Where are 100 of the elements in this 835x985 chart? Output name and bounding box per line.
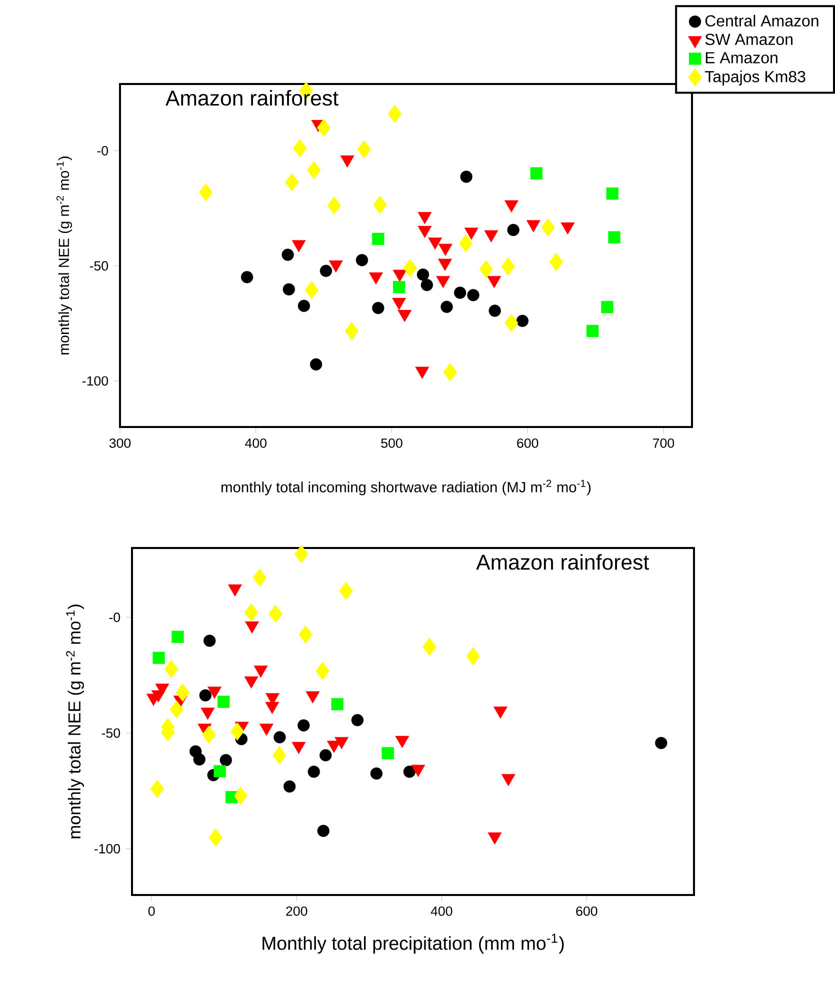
point <box>304 280 319 300</box>
legend-label: SW Amazon <box>705 34 792 46</box>
point <box>460 170 472 183</box>
point <box>530 167 543 180</box>
point <box>392 280 406 294</box>
y-tick-label: -0 <box>109 612 120 622</box>
y-tick-label: -0 <box>97 146 108 156</box>
x-tick-label: 500 <box>381 438 402 448</box>
point <box>420 278 433 292</box>
y-axis-title: monthly total NEE (g m$^{-2}$ mo$^{-1}$) <box>66 604 84 838</box>
point <box>268 604 282 624</box>
x-tick-label: 400 <box>430 906 452 916</box>
x-tick-label: 200 <box>286 906 308 916</box>
point <box>422 638 436 656</box>
point <box>150 780 164 798</box>
point <box>234 786 248 805</box>
point <box>467 289 480 302</box>
point <box>586 324 599 338</box>
point <box>372 302 384 314</box>
point <box>454 286 466 299</box>
x-axis-title: Monthly total precipitation (mm mo$^{-1}$) <box>262 934 564 954</box>
point <box>199 689 212 702</box>
point <box>283 780 296 793</box>
legend-label: E Amazon <box>706 52 778 64</box>
point <box>298 625 312 644</box>
point <box>416 268 430 281</box>
point <box>459 234 473 252</box>
chart-title: Amazon rainforest <box>166 90 338 106</box>
point <box>282 283 295 296</box>
point <box>403 259 417 278</box>
point <box>388 104 402 124</box>
point <box>244 603 258 622</box>
point <box>344 322 358 340</box>
legend-label: Central Amazon <box>705 14 818 27</box>
point <box>293 139 307 158</box>
point <box>466 647 480 666</box>
point <box>501 257 515 276</box>
y-tick-label: -100 <box>82 376 108 386</box>
point <box>316 118 331 137</box>
legend-label: Tapajos Km83 <box>704 70 806 86</box>
point <box>339 582 353 600</box>
point <box>320 264 332 277</box>
point <box>298 300 310 312</box>
point <box>488 304 501 317</box>
point <box>310 358 322 370</box>
point <box>443 363 457 382</box>
point <box>220 754 232 766</box>
point <box>172 630 184 643</box>
point <box>606 187 618 200</box>
point <box>218 696 230 708</box>
point <box>307 161 321 180</box>
point <box>282 248 294 261</box>
x-tick-label: 600 <box>517 438 538 448</box>
point <box>285 173 299 192</box>
y-tick-label: -100 <box>94 844 120 854</box>
point <box>317 824 330 837</box>
point <box>601 300 614 314</box>
point <box>199 183 213 202</box>
point <box>193 753 206 766</box>
point <box>608 231 620 244</box>
point <box>230 722 244 741</box>
point <box>351 714 364 726</box>
point <box>356 254 368 266</box>
x-tick-label: 700 <box>653 438 674 448</box>
point <box>208 828 223 847</box>
point <box>382 747 394 760</box>
x-tick-label: 600 <box>576 906 598 916</box>
y-axis-title: monthly total NEE (g m$^{-2}$ mo$^{-1}$) <box>56 156 72 354</box>
point <box>164 660 178 678</box>
point <box>170 700 184 719</box>
point <box>272 746 286 764</box>
point <box>176 683 190 702</box>
point <box>298 719 310 732</box>
point <box>214 765 226 778</box>
point <box>655 736 668 750</box>
point <box>274 731 286 744</box>
chart-title: Amazon rainforest <box>476 554 650 570</box>
point <box>357 140 371 158</box>
point <box>316 662 330 680</box>
x-axis-title: monthly total incoming shortwave radiation (MJ m$^{-2}$ mo$^{-1}$) <box>222 480 591 496</box>
point <box>403 766 416 778</box>
point <box>541 218 555 236</box>
x-tick-label: 300 <box>109 438 131 448</box>
x-tick-label: 400 <box>245 438 266 448</box>
point <box>507 224 520 236</box>
point <box>152 652 165 664</box>
point <box>440 300 453 313</box>
point <box>504 314 518 332</box>
y-tick-label: -50 <box>102 728 120 738</box>
point <box>372 232 384 246</box>
point <box>549 252 564 272</box>
point <box>370 767 383 780</box>
point <box>320 749 332 762</box>
point <box>240 271 254 284</box>
x-tick-label: 0 <box>148 906 155 916</box>
point <box>331 698 344 710</box>
point <box>308 766 320 778</box>
point <box>479 260 493 278</box>
point <box>252 568 266 587</box>
point <box>327 196 341 215</box>
